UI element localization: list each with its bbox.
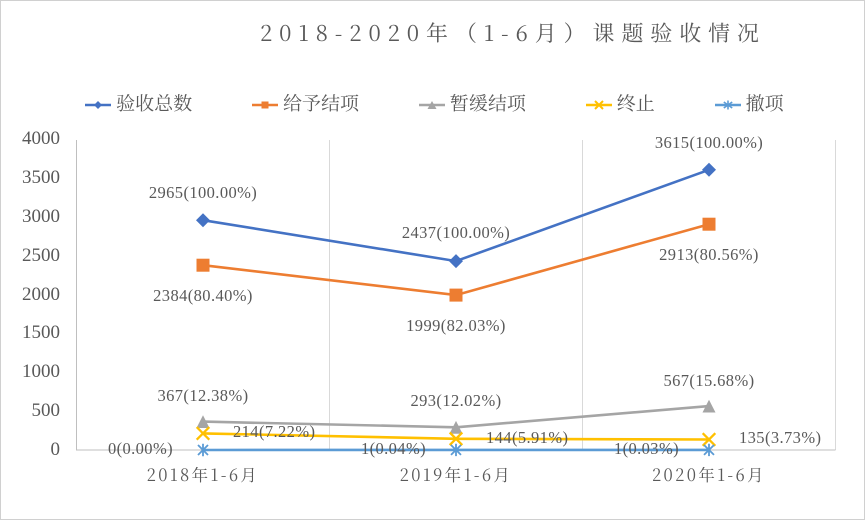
svg-text:567(15.68%): 567(15.68%)	[663, 371, 754, 390]
svg-text:2019年1-6月: 2019年1-6月	[400, 462, 513, 486]
svg-text:367(12.38%): 367(12.38%)	[157, 386, 248, 405]
svg-text:3615(100.00%): 3615(100.00%)	[655, 133, 763, 152]
svg-text:2913(80.56%): 2913(80.56%)	[659, 245, 759, 264]
svg-text:3500: 3500	[22, 167, 60, 188]
svg-text:2018年1-6月: 2018年1-6月	[147, 462, 260, 486]
svg-text:1(0.04%): 1(0.04%)	[361, 439, 426, 458]
svg-text:2020年1-6月: 2020年1-6月	[652, 462, 766, 486]
svg-text:2437(100.00%): 2437(100.00%)	[402, 223, 510, 242]
svg-text:1(0.03%): 1(0.03%)	[614, 439, 679, 458]
svg-text:1500: 1500	[22, 322, 60, 343]
svg-text:4000: 4000	[22, 128, 60, 149]
svg-text:1000: 1000	[22, 361, 60, 382]
svg-text:214(7.22%): 214(7.22%)	[233, 422, 315, 441]
svg-text:144(5.91%): 144(5.91%)	[486, 428, 568, 447]
svg-text:0: 0	[51, 439, 61, 460]
svg-text:3000: 3000	[22, 206, 60, 227]
svg-text:0(0.00%): 0(0.00%)	[108, 439, 173, 458]
svg-text:500: 500	[32, 400, 61, 421]
svg-text:2000: 2000	[22, 284, 60, 305]
svg-text:135(3.73%): 135(3.73%)	[739, 428, 821, 447]
svg-text:2965(100.00%): 2965(100.00%)	[149, 183, 257, 202]
svg-text:1999(82.03%): 1999(82.03%)	[406, 316, 506, 335]
svg-text:2500: 2500	[22, 245, 60, 266]
svg-text:293(12.02%): 293(12.02%)	[410, 391, 501, 410]
svg-text:2384(80.40%): 2384(80.40%)	[153, 286, 253, 305]
